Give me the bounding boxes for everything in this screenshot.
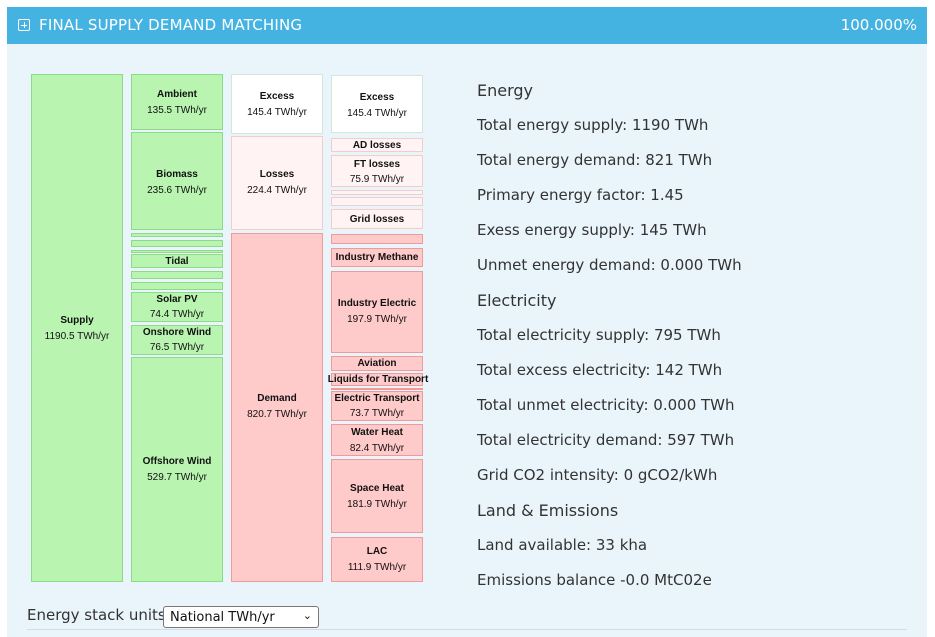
stack-use-space-heat: Space Heat 181.9 TWh/yr [331,459,423,533]
stack-source-minor [131,240,223,247]
stack-use-lac: LAC 111.9 TWh/yr [331,537,423,582]
stack-value: 145.4 TWh/yr [347,108,407,119]
stack-use-electric-transport: Electric Transport 73.7 TWh/yr [331,391,423,421]
stack-label: Demand [257,393,297,404]
stack-use-excess: Excess 145.4 TWh/yr [331,75,423,133]
stack-label: Excess [359,92,395,103]
stack-use-minor-loss [331,190,423,195]
stack-source-minor [131,282,223,290]
stat-line: Grid CO2 intensity: 0 gCO2/kWh [477,466,718,484]
stack-label: FT losses [353,159,401,170]
stack-label: Onshore Wind [142,327,212,338]
stack-label: Water Heat [351,427,403,438]
stack-label: Supply [60,315,94,326]
stack-label: LAC [366,546,388,557]
section-header[interactable]: FINAL SUPPLY DEMAND MATCHING 100.000% [7,7,927,44]
stats-heading-energy: Energy [477,81,534,100]
stack-value: 181.9 TWh/yr [347,499,407,510]
stack-balance-demand: Demand 820.7 TWh/yr [231,233,323,582]
stack-label: AD losses [352,140,402,151]
stat-line: Exess energy supply: 145 TWh [477,221,707,239]
stack-use-liquids-for-transport: Liquids for Transport [328,373,428,386]
stack-use-water-heat: Water Heat 82.4 TWh/yr [331,424,423,456]
stack-use-ft-losses: FT losses 75.9 TWh/yr [331,155,423,187]
stat-line: Unmet energy demand: 0.000 TWh [477,256,742,274]
stack-use-industry-electric: Industry Electric 197.9 TWh/yr [331,271,423,353]
stack-label: Space Heat [350,483,404,494]
units-label: Energy stack units: [27,606,171,624]
stats-heading-electricity: Electricity [477,291,557,310]
stack-value: 73.7 TWh/yr [349,408,405,419]
divider [27,629,907,630]
stat-line: Primary energy factor: 1.45 [477,186,684,204]
stat-line: Total electricity demand: 597 TWh [477,431,735,449]
stack-source-solar-pv: Solar PV 74.4 TWh/yr [131,292,223,322]
stack-value: 529.7 TWh/yr [147,472,207,483]
units-select[interactable]: National TWh/yr ⌄ [163,606,319,628]
stack-value: 135.5 TWh/yr [147,105,207,116]
stat-line: Land available: 33 kha [477,536,648,554]
stack-source-offshore-wind: Offshore Wind 529.7 TWh/yr [131,357,223,582]
stack-source-ambient: Ambient 135.5 TWh/yr [131,74,223,130]
stack-label: Ambient [157,89,197,100]
stack-value: 75.9 TWh/yr [349,174,405,185]
stack-value: 224.4 TWh/yr [247,185,307,196]
stack-source-onshore-wind: Onshore Wind 76.5 TWh/yr [131,325,223,355]
stack-label: Electric Transport [334,393,420,404]
section-percent: 100.000% [840,16,917,34]
stack-use-minor-demand [331,388,423,390]
stack-use-industry-methane: Industry Methane [331,248,423,267]
stack-use-grid-losses: Grid losses [331,209,423,229]
stat-line: Total energy supply: 1190 TWh [477,116,709,134]
expand-icon[interactable] [18,19,30,31]
stack-value: 74.4 TWh/yr [149,309,205,320]
stack-value: 820.7 TWh/yr [247,409,307,420]
stack-label: Tidal [165,256,189,267]
stack-balance-excess: Excess 145.4 TWh/yr [231,74,323,134]
stack-source-minor [131,233,223,237]
stat-line: Emissions balance -0.0 MtC02e [477,571,712,589]
stats-heading-land: Land & Emissions [477,501,619,520]
stat-line: Total electricity supply: 795 TWh [477,326,721,344]
stack-value: 1190.5 TWh/yr [44,331,110,342]
stack-value: 111.9 TWh/yr [347,562,407,573]
stat-line: Total unmet electricity: 0.000 TWh [477,396,735,414]
stack-label: Biomass [156,169,198,180]
stack-balance-losses: Losses 224.4 TWh/yr [231,136,323,230]
stack-value: 76.5 TWh/yr [149,342,205,353]
stack-label: Losses [259,169,295,180]
stack-value: 197.9 TWh/yr [347,314,407,325]
stack-label: Excess [259,91,295,102]
stack-value: 82.4 TWh/yr [349,443,405,454]
section-title: FINAL SUPPLY DEMAND MATCHING [39,16,303,34]
stack-label: Liquids for Transport [327,374,429,385]
stack-supply: Supply 1190.5 TWh/yr [31,74,123,582]
stack-label: Offshore Wind [142,456,212,467]
stack-use-ad-losses: AD losses [331,138,423,152]
stat-line: Total energy demand: 821 TWh [477,151,713,169]
stack-use-minor-loss [331,197,423,206]
units-select-value: National TWh/yr [170,610,275,625]
stack-use-aviation: Aviation [331,356,423,371]
stack-label: Aviation [357,358,397,369]
stack-label: Solar PV [156,294,198,305]
stat-line: Total excess electricity: 142 TWh [477,361,723,379]
stack-label: Industry Electric [337,298,417,309]
stack-label: Grid losses [349,214,405,225]
stack-source-minor [131,271,223,279]
stack-source-biomass: Biomass 235.6 TWh/yr [131,132,223,230]
stack-value: 145.4 TWh/yr [247,107,307,118]
chevron-down-icon: ⌄ [302,609,312,622]
stack-source-minor [131,250,223,253]
stack-value: 235.6 TWh/yr [147,185,207,196]
stack-source-tidal: Tidal [131,254,223,268]
stack-label: Industry Methane [335,252,419,263]
stack-use-minor-demand [331,234,423,244]
